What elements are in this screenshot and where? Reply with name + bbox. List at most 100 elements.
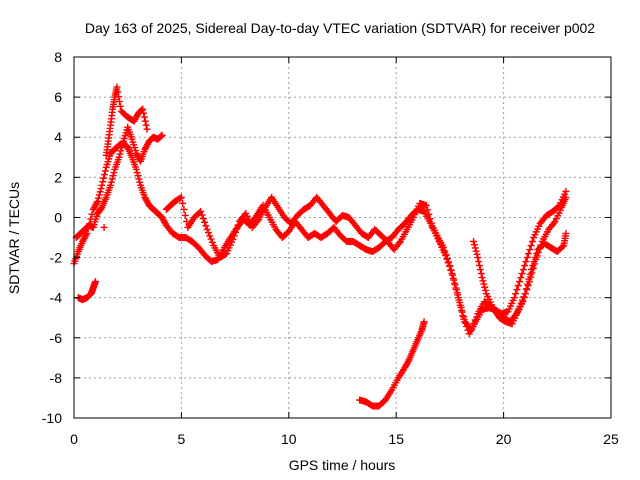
data-point <box>475 258 483 266</box>
data-point <box>100 223 108 231</box>
data-point <box>203 225 211 233</box>
data-point <box>230 232 238 240</box>
data-point <box>140 109 148 117</box>
data-point <box>442 252 450 260</box>
data-point <box>426 215 434 223</box>
data-point <box>456 298 464 306</box>
data-point <box>97 185 105 193</box>
data-point <box>180 205 188 213</box>
data-point <box>515 306 523 314</box>
data-point <box>481 283 489 291</box>
data-point <box>445 262 453 270</box>
data-point <box>517 299 525 307</box>
series-layer <box>70 83 570 410</box>
data-point <box>140 113 148 121</box>
data-point <box>141 117 149 125</box>
data-point <box>533 250 541 258</box>
data-point <box>101 171 109 179</box>
data-point <box>101 167 109 175</box>
x-tick-label: 5 <box>178 431 186 447</box>
data-point <box>514 282 522 290</box>
data-point <box>139 105 147 113</box>
x-axis-label: GPS time / hours <box>289 457 396 473</box>
data-point <box>554 203 562 211</box>
data-point <box>108 175 116 183</box>
data-point <box>451 279 459 287</box>
data-point <box>206 232 214 240</box>
data-point <box>177 193 185 201</box>
data-point <box>513 286 521 294</box>
data-point <box>470 319 478 327</box>
data-point <box>482 286 490 294</box>
data-point <box>522 285 530 293</box>
data-point <box>518 270 526 278</box>
data-point <box>530 258 538 266</box>
data-point <box>107 178 115 186</box>
data-point <box>201 218 209 226</box>
data-point <box>558 243 566 251</box>
data-point <box>229 236 237 244</box>
data-point <box>528 238 536 246</box>
data-point <box>562 187 570 195</box>
data-point <box>233 225 241 233</box>
data-point <box>449 274 457 282</box>
data-point <box>443 255 451 263</box>
data-point <box>395 239 403 247</box>
data-point <box>135 175 143 183</box>
data-point <box>524 280 532 288</box>
data-point <box>116 102 124 110</box>
data-point <box>476 266 484 274</box>
data-point <box>522 258 530 266</box>
data-point <box>109 172 117 180</box>
series-track-a <box>70 139 570 338</box>
data-point <box>234 221 242 229</box>
data-point <box>404 357 412 365</box>
data-point <box>473 313 481 321</box>
data-point <box>427 219 435 227</box>
y-tick-label: 0 <box>54 209 62 225</box>
data-point <box>202 222 210 230</box>
data-point <box>232 228 240 236</box>
y-tick-label: -6 <box>50 330 63 346</box>
data-point <box>525 250 533 258</box>
data-point <box>424 206 432 214</box>
data-point <box>520 293 528 301</box>
data-point <box>208 238 216 246</box>
data-point <box>119 140 127 148</box>
data-point <box>207 235 215 243</box>
data-point <box>253 217 261 225</box>
data-point <box>479 277 487 285</box>
data-point <box>478 274 486 282</box>
data-point <box>107 181 115 189</box>
data-point <box>99 178 107 186</box>
y-tick-label: -2 <box>50 250 63 266</box>
data-point <box>526 246 534 254</box>
y-tick-label: -8 <box>50 370 63 386</box>
series-track-d <box>356 318 428 410</box>
data-point <box>525 275 533 283</box>
data-point <box>133 169 141 177</box>
data-point <box>476 262 484 270</box>
data-point <box>136 178 144 186</box>
data-point <box>510 294 518 302</box>
data-point <box>142 121 150 129</box>
x-tick-label: 20 <box>496 431 512 447</box>
data-point <box>94 194 102 202</box>
data-point <box>526 270 534 278</box>
data-point <box>143 125 151 133</box>
data-point <box>197 207 205 215</box>
data-point <box>176 194 184 202</box>
data-point <box>472 247 480 255</box>
y-axis-label: SDTVAR / TECUs <box>6 182 22 294</box>
data-point <box>527 242 535 250</box>
data-point <box>474 254 482 262</box>
data-point <box>473 250 481 258</box>
data-point <box>420 318 428 326</box>
data-point <box>134 172 142 180</box>
data-point <box>117 147 125 155</box>
data-point <box>521 262 529 270</box>
data-point <box>477 270 485 278</box>
data-point <box>113 83 121 91</box>
data-point <box>88 210 96 218</box>
data-point <box>471 316 479 324</box>
